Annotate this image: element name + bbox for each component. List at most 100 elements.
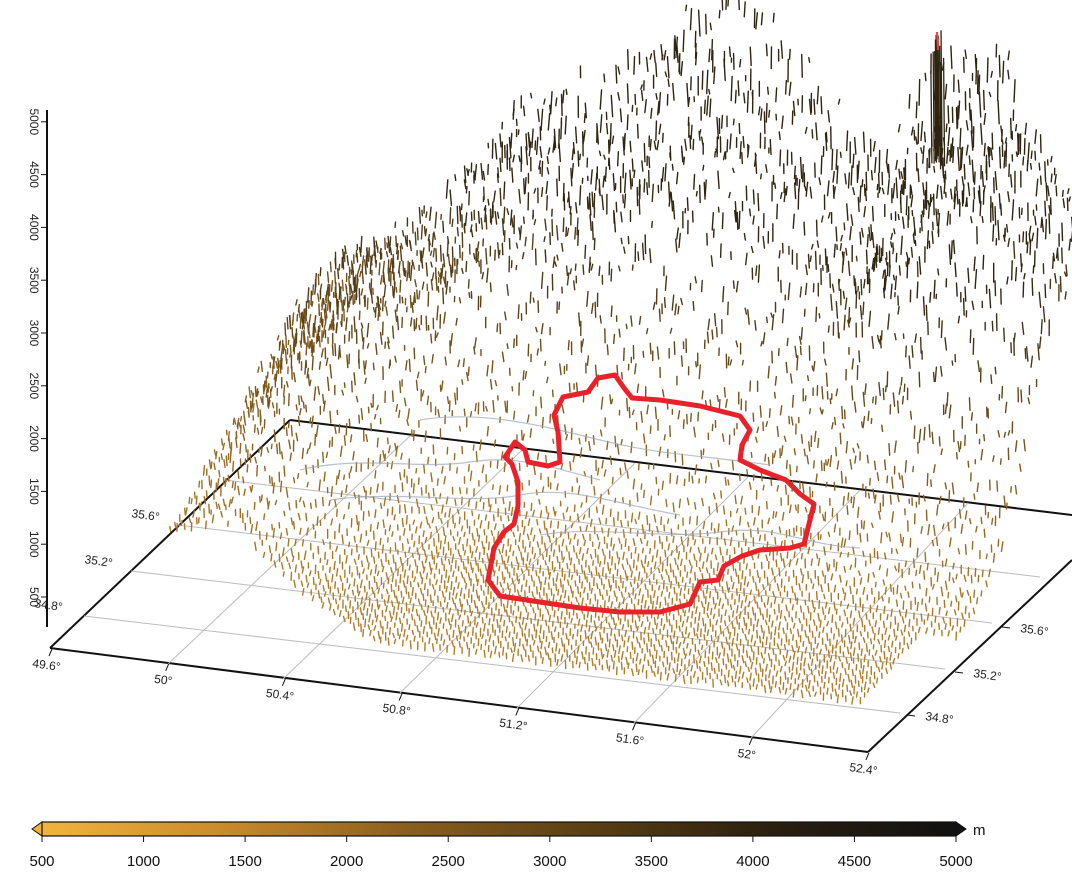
terrain-stroke	[1007, 430, 1011, 436]
terrain-stroke	[695, 360, 698, 368]
terrain-stroke	[687, 97, 691, 108]
terrain-stroke	[955, 573, 958, 580]
terrain-stroke	[421, 560, 425, 569]
terrain-stroke	[327, 597, 331, 604]
terrain-stroke	[411, 613, 414, 621]
terrain-stroke	[326, 559, 329, 566]
terrain-stroke	[307, 374, 311, 386]
terrain-stroke	[952, 577, 955, 584]
terrain-stroke	[890, 608, 893, 618]
terrain-stroke	[861, 227, 864, 238]
terrain-stroke	[832, 633, 835, 640]
terrain-stroke	[300, 312, 304, 324]
z-axis-tick-label: 5000	[27, 108, 41, 135]
terrain-stroke	[629, 581, 633, 588]
terrain-stroke	[734, 568, 738, 577]
terrain-stroke	[870, 522, 874, 529]
terrain-stroke	[394, 355, 397, 363]
terrain-stroke	[606, 344, 609, 356]
terrain-stroke	[844, 173, 847, 185]
terrain-stroke	[396, 315, 400, 331]
terrain-stroke	[1041, 217, 1045, 233]
terrain-stroke	[540, 396, 543, 409]
terrain-stroke	[735, 616, 739, 625]
terrain-stroke	[353, 558, 357, 565]
terrain-stroke	[664, 71, 668, 78]
terrain-stroke	[815, 553, 819, 560]
colorbar-tick-label: 1000	[127, 853, 160, 870]
terrain-stroke	[896, 584, 899, 595]
terrain-stroke	[516, 573, 519, 582]
terrain-stroke	[528, 141, 532, 157]
terrain-stroke	[589, 518, 593, 528]
terrain-stroke	[387, 577, 390, 585]
terrain-stroke	[577, 229, 580, 246]
terrain-stroke	[539, 651, 542, 659]
terrain-stroke	[961, 612, 964, 620]
terrain-stroke	[375, 581, 379, 590]
terrain-stroke	[538, 635, 542, 643]
terrain-stroke	[527, 655, 530, 662]
terrain-stroke	[911, 345, 914, 358]
terrain-stroke	[421, 390, 425, 397]
terrain-stroke	[232, 460, 235, 472]
terrain-stroke	[588, 625, 591, 632]
terrain-stroke	[741, 627, 745, 634]
terrain-stroke	[778, 526, 782, 534]
terrain-stroke	[627, 592, 631, 599]
terrain-stroke	[486, 552, 490, 562]
terrain-stroke	[753, 154, 757, 167]
terrain-stroke	[974, 269, 978, 290]
terrain-stroke	[274, 499, 278, 506]
terrain-stroke	[1020, 389, 1023, 403]
terrain-stroke	[767, 456, 770, 467]
terrain-stroke	[791, 616, 794, 623]
terrain-stroke	[704, 546, 707, 554]
terrain-stroke	[833, 601, 836, 611]
terrain-stroke	[449, 623, 452, 630]
terrain-stroke	[331, 344, 334, 356]
lat-gridline	[224, 479, 1041, 578]
terrain-stroke	[463, 179, 467, 190]
terrain-stroke	[460, 603, 464, 613]
terrain-stroke	[896, 493, 900, 503]
terrain-stroke	[850, 214, 854, 226]
terrain-stroke	[439, 244, 442, 262]
terrain-stroke	[395, 445, 399, 457]
terrain-stroke	[401, 482, 404, 492]
terrain-stroke	[445, 585, 448, 593]
terrain-stroke	[877, 666, 881, 673]
terrain-stroke	[961, 176, 965, 186]
terrain-stroke	[721, 212, 724, 230]
terrain-stroke	[735, 643, 739, 651]
terrain-stroke	[535, 136, 539, 155]
terrain-stroke	[625, 323, 628, 330]
terrain-stroke	[803, 448, 806, 457]
terrain-stroke	[601, 459, 604, 469]
terrain-stroke	[424, 555, 428, 564]
terrain-stroke	[293, 579, 297, 588]
terrain-stroke	[436, 551, 440, 559]
terrain-stroke	[555, 583, 558, 592]
terrain-stroke	[944, 558, 948, 567]
terrain-stroke	[776, 426, 779, 438]
terrain-stroke	[376, 570, 380, 577]
terrain-stroke	[653, 644, 656, 652]
terrain-stroke	[404, 235, 408, 246]
base-plane-back-edge	[289, 419, 1072, 516]
terrain-stroke	[788, 415, 791, 425]
terrain-stroke	[599, 315, 602, 324]
terrain-stroke	[267, 396, 271, 407]
terrain-stroke	[496, 173, 499, 184]
terrain-stroke	[738, 0, 740, 11]
terrain-stroke	[536, 602, 539, 611]
terrain-stroke	[574, 226, 577, 240]
terrain-stroke	[797, 673, 801, 680]
terrain-stroke	[693, 426, 696, 438]
terrain-stroke	[609, 584, 613, 592]
terrain-stroke	[385, 588, 389, 595]
terrain-stroke	[408, 624, 411, 631]
terrain-stroke	[886, 568, 889, 577]
terrain-stroke	[391, 325, 395, 339]
terrain-stroke	[937, 268, 940, 276]
